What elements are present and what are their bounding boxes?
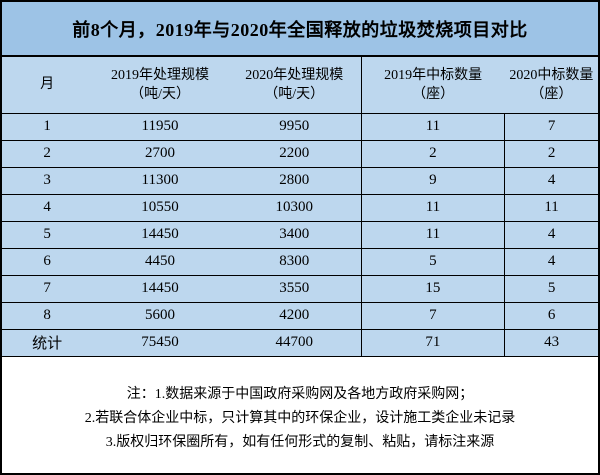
table-row: 4 10550 10300 11 11 (2, 194, 598, 222)
table-cell: 9 (360, 167, 505, 195)
table-row: 8 5600 4200 7 6 (2, 302, 598, 330)
header-row: 月 2019年处理规模 （吨/天） 2020年处理规模 （吨/天） 2019年中… (2, 57, 598, 114)
col-header-2020-count: 2020中标数量 （座） (504, 57, 598, 114)
table-cell: 统计 (2, 329, 93, 357)
table-cell: 11 (360, 221, 505, 249)
table-cell: 11300 (92, 167, 228, 195)
table-cell: 7 (360, 302, 505, 330)
table-cell: 11 (504, 194, 598, 222)
table-row: 5 14450 3400 11 4 (2, 221, 598, 249)
table-row: 1 11950 9950 11 7 (2, 113, 598, 141)
table-cell: 7 (504, 113, 598, 141)
footnote-line: 注：1.数据来源于中国政府采购网及各地方政府采购网； (126, 386, 474, 402)
table-body: 1 11950 9950 11 7 2 2700 2200 2 2 3 11300 2800 9 4 4 105… (2, 113, 598, 357)
col-header-unit: （座） (530, 86, 573, 102)
table-cell: 14450 (92, 221, 228, 249)
table-cell: 43 (504, 329, 598, 357)
footnote-line: 2.若联合体企业中标，只计算其中的环保企业，设计施工类企业未记录 (84, 410, 516, 426)
table-cell: 8 (2, 302, 93, 330)
col-header-2020-scale: 2020年处理规模 （吨/天） (227, 57, 362, 114)
table-row: 3 11300 2800 9 4 (2, 167, 598, 195)
table-cell: 5600 (92, 302, 228, 330)
table-cell: 1 (2, 113, 93, 141)
col-header-2019-count: 2019年中标数量 （座） (360, 57, 505, 114)
col-header-unit: （座） (412, 86, 455, 102)
table-cell: 4 (2, 194, 93, 222)
table-cell: 71 (360, 329, 505, 357)
table-cell: 4 (504, 221, 598, 249)
table-cell: 2 (2, 140, 93, 168)
table-cell: 3400 (227, 221, 362, 249)
table-cell: 11 (360, 194, 505, 222)
table-cell: 10300 (227, 194, 362, 222)
table-cell: 15 (360, 275, 505, 303)
table-cell: 10550 (92, 194, 228, 222)
table-row: 2 2700 2200 2 2 (2, 140, 598, 168)
footnotes: 注：1.数据来源于中国政府采购网及各地方政府采购网； 2.若联合体企业中标，只计… (2, 356, 598, 455)
table-row: 7 14450 3550 15 5 (2, 275, 598, 303)
table-row: 6 4450 8300 5 4 (2, 248, 598, 276)
table-cell: 2 (360, 140, 505, 168)
col-header-label: 月 (40, 77, 55, 93)
table-cell: 4200 (227, 302, 362, 330)
table-cell: 4450 (92, 248, 228, 276)
table-cell: 11 (360, 113, 505, 141)
col-header-unit: （吨/天） (264, 86, 325, 102)
table-cell: 4 (504, 167, 598, 195)
table-cell: 4 (504, 248, 598, 276)
table-header: 月 2019年处理规模 （吨/天） 2020年处理规模 （吨/天） 2019年中… (2, 57, 598, 114)
table-cell: 75450 (92, 329, 228, 357)
table-cell: 2700 (92, 140, 228, 168)
col-header-label: 2020中标数量 (509, 67, 594, 83)
table-cell: 3 (2, 167, 93, 195)
comparison-table: 月 2019年处理规模 （吨/天） 2020年处理规模 （吨/天） 2019年中… (2, 57, 598, 357)
table-cell: 5 (360, 248, 505, 276)
table-cell: 5 (2, 221, 93, 249)
table-cell: 9950 (227, 113, 362, 141)
page-title: 前8个月，2019年与2020年全国释放的垃圾焚烧项目对比 (2, 2, 598, 57)
table-cell: 6 (2, 248, 93, 276)
table-cell: 11950 (92, 113, 228, 141)
col-header-label: 2019年处理规模 (111, 67, 210, 83)
table-cell: 14450 (92, 275, 228, 303)
col-header-month: 月 (2, 57, 93, 114)
table-cell: 5 (504, 275, 598, 303)
table-cell: 7 (2, 275, 93, 303)
col-header-label: 2019年中标数量 (384, 67, 483, 83)
col-header-label: 2020年处理规模 (245, 67, 344, 83)
table-cell: 44700 (227, 329, 362, 357)
table-cell: 3550 (227, 275, 362, 303)
table-cell: 8300 (227, 248, 362, 276)
summary-row: 统计 75450 44700 71 43 (2, 329, 598, 357)
table-cell: 2 (504, 140, 598, 168)
col-header-2019-scale: 2019年处理规模 （吨/天） (92, 57, 228, 114)
table-cell: 2200 (227, 140, 362, 168)
table-cell: 2800 (227, 167, 362, 195)
footnote-line: 3.版权归环保圈所有，如有任何形式的复制、粘贴，请标注来源 (105, 434, 495, 450)
table-cell: 6 (504, 302, 598, 330)
col-header-unit: （吨/天） (130, 86, 190, 102)
